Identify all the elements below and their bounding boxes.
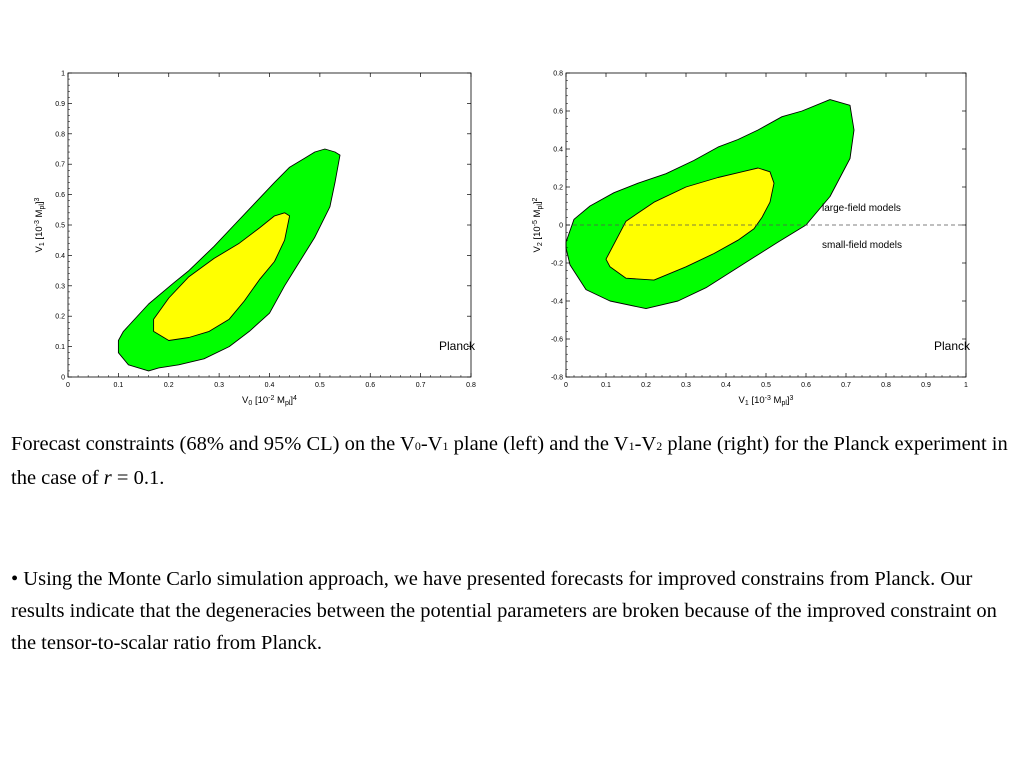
axis-label-part: 1 [39, 242, 46, 246]
x-tick-label: 0.2 [164, 382, 174, 389]
y-tick-label: 1 [61, 71, 65, 78]
caption-text-4: = 0.1. [111, 467, 165, 489]
planck-label: Planck [439, 339, 476, 353]
x-tick-label: 0.3 [681, 382, 691, 389]
small-field-label: small-field models [822, 240, 902, 251]
y-tick-label: 0.9 [55, 101, 65, 108]
caption-text-2: plane (left) and the V [448, 433, 629, 455]
axis-label-part: 2 [532, 197, 539, 201]
x-tick-label: 0.6 [801, 382, 811, 389]
caption-sub-1: 1 [442, 439, 449, 453]
x-axis-label: V1 [10-3 Mpl]3 [739, 395, 794, 407]
axis-label-part: 3 [790, 395, 794, 402]
axis-label-part: V [739, 395, 746, 406]
x-tick-label: 0.9 [921, 382, 931, 389]
axis-label-part: ] [34, 201, 45, 204]
y-axis-label: V1 [10-3 Mpl]3 [34, 197, 46, 252]
x-tick-label: 0.1 [601, 382, 611, 389]
axis-label-part: [10 [751, 395, 764, 406]
x-tick-label: 0.5 [761, 382, 771, 389]
x-tick-label: 0.7 [416, 382, 426, 389]
y-tick-label: 0 [61, 375, 65, 382]
x-tick-label: 0.7 [841, 382, 851, 389]
x-tick-label: 0.4 [721, 382, 731, 389]
chart-area: 0 0.1 0.2 0.3 0.4 0.5 0.6 0.7 0.8 0 0.1 0.2 0.3 0.4 0.… [0, 60, 1024, 420]
axis-label-part: [10 [34, 226, 45, 239]
axis-label-part: V [532, 245, 543, 252]
axis-label-part: M [277, 395, 285, 406]
x-tick-label: 1 [964, 382, 968, 389]
y-tick-label: -0.8 [551, 375, 563, 382]
axis-label-part: M [532, 209, 543, 217]
x-tick-label: 0.2 [641, 382, 651, 389]
axis-label-part: [10 [532, 226, 543, 239]
x-tick-label: 0.5 [315, 382, 325, 389]
y-tick-label: -0.2 [551, 261, 563, 268]
y-tick-label: 0.4 [553, 147, 563, 154]
axis-label-part: ] [532, 201, 543, 204]
y-tick-label: 0.3 [55, 283, 65, 290]
x-tick-label: 0 [66, 382, 70, 389]
right-contour-chart: 0 0.1 0.2 0.3 0.4 0.5 0.6 0.7 0.8 0.9 1 -0.8 -0.6 -0.… [532, 71, 971, 408]
axis-label-part: V [34, 245, 45, 252]
axis-label-part: -3 [765, 395, 771, 402]
caption-sub-0: 0 [414, 439, 421, 453]
y-tick-label: 0.8 [553, 71, 563, 78]
axis-label-part: pl [285, 400, 291, 407]
y-tick-label: 0.2 [55, 314, 65, 321]
axis-label-part: pl [537, 204, 544, 210]
planck-label: Planck [934, 339, 971, 353]
axis-label-part: -5 [532, 220, 539, 226]
axis-label-part: -3 [34, 220, 41, 226]
y-tick-label: 0.7 [55, 162, 65, 169]
bullet-paragraph: • Using the Monte Carlo simulation appro… [11, 568, 997, 654]
axis-label-part: M [34, 209, 45, 217]
axis-label-part: 2 [537, 242, 544, 246]
y-tick-label: 0.8 [55, 131, 65, 138]
x-tick-label: 0.6 [365, 382, 375, 389]
axis-label-part: 3 [34, 197, 41, 201]
y-tick-label: 0.6 [55, 192, 65, 199]
axis-label-part: 1 [745, 400, 749, 407]
x-tick-label: 0.1 [114, 382, 124, 389]
axis-label-part: pl [39, 204, 46, 210]
y-tick-label: -0.4 [551, 299, 563, 306]
large-field-label: large-field models [822, 203, 901, 214]
y-tick-label: 0.4 [55, 253, 65, 260]
x-tick-label: 0.3 [214, 382, 224, 389]
caption-dash-2: -V [634, 433, 657, 455]
left-contour-chart: 0 0.1 0.2 0.3 0.4 0.5 0.6 0.7 0.8 0 0.1 0.2 0.3 0.4 0.… [34, 71, 476, 408]
axis-label-part: ] [787, 395, 790, 406]
axis-label-part: pl [781, 400, 787, 407]
axis-label-part: [10 [255, 395, 268, 406]
axis-label-part: -2 [268, 395, 274, 402]
caption-sub-2: 2 [656, 439, 663, 453]
y-tick-label: 0.2 [553, 185, 563, 192]
x-tick-label: 0.8 [881, 382, 891, 389]
y-tick-label: 0.6 [553, 109, 563, 116]
axis-label-part: V [242, 395, 249, 406]
y-axis-label: V2 [10-5 Mpl]2 [532, 197, 544, 252]
y-tick-label: -0.6 [551, 337, 563, 344]
x-axis-label: V0 [10-2 Mpl]4 [242, 395, 297, 407]
y-tick-label: 0.1 [55, 344, 65, 351]
axis-label-part: 4 [293, 395, 297, 402]
caption-dash-1: -V [420, 433, 443, 455]
figure-caption: Forecast constraints (68% and 95% CL) on… [11, 428, 1016, 494]
caption-r-symbol: r [103, 467, 112, 489]
caption-text-3: plane (right) for the Planck experiment … [11, 433, 1008, 489]
axis-label-part: M [774, 395, 782, 406]
contour-68 [605, 167, 775, 281]
caption-sub-1b: 1 [628, 439, 635, 453]
axis-label-part: 0 [248, 400, 252, 407]
contour-68 [153, 212, 291, 341]
x-tick-label: 0 [564, 382, 568, 389]
y-tick-label: 0 [559, 223, 563, 230]
axis-label-part: ] [290, 395, 293, 406]
caption-text-1: Forecast constraints (68% and 95% CL) on… [11, 433, 415, 455]
y-tick-label: 0.5 [55, 223, 65, 230]
x-tick-label: 0.8 [466, 382, 476, 389]
x-tick-label: 0.4 [265, 382, 275, 389]
